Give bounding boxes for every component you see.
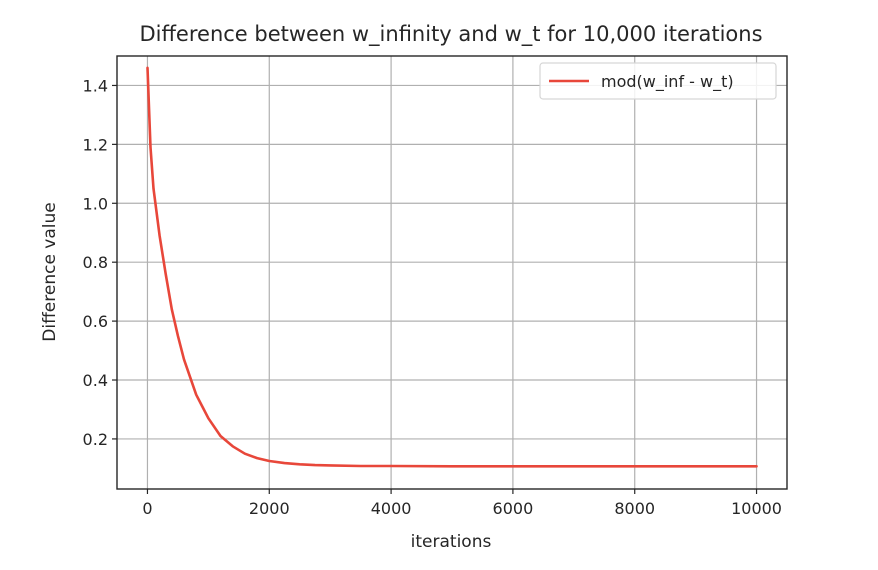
y-tick-label: 0.8 xyxy=(83,253,108,272)
y-tick-label: 1.2 xyxy=(83,135,108,154)
y-tick-label: 0.6 xyxy=(83,312,108,331)
x-axis-label: iterations xyxy=(411,532,492,552)
y-axis-label: Difference value xyxy=(40,202,60,341)
x-tick-label: 6000 xyxy=(493,499,534,518)
legend: mod(w_inf - w_t) xyxy=(539,62,777,100)
legend-box xyxy=(539,62,777,100)
x-tick-label: 10000 xyxy=(731,499,782,518)
y-tick-label: 1.0 xyxy=(83,194,108,213)
y-tick-label: 1.4 xyxy=(83,76,108,95)
x-tick-label: 2000 xyxy=(249,499,290,518)
x-tick-label: 8000 xyxy=(614,499,655,518)
y-axis-ticks: 0.2 0.4 0.6 0.8 1.0 1.2 1.4 xyxy=(83,76,117,449)
series-line-0 xyxy=(146,66,758,468)
x-axis-ticks: 0 2000 4000 6000 8000 10000 xyxy=(142,489,782,518)
y-tick-label: 0.2 xyxy=(83,430,108,449)
series-layer xyxy=(146,66,758,468)
x-tick-label: 4000 xyxy=(371,499,412,518)
x-tick-label: 0 xyxy=(142,499,152,518)
legend-label-series-0: mod(w_inf - w_t) xyxy=(601,72,734,92)
plot-area-frame xyxy=(116,55,788,490)
y-tick-label: 0.4 xyxy=(83,371,108,390)
chart-title: Difference between w_infinity and w_t fo… xyxy=(139,22,762,47)
grid-lines xyxy=(117,56,787,489)
